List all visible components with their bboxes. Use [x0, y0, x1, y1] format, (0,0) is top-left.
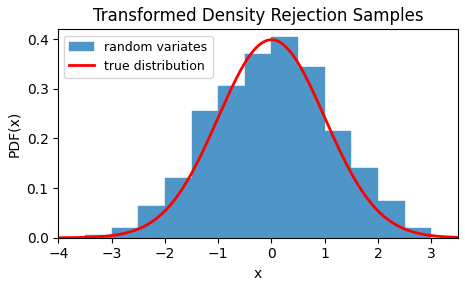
Bar — [138, 206, 165, 238]
Bar — [378, 200, 405, 238]
Bar — [85, 235, 112, 238]
Y-axis label: PDF(x): PDF(x) — [7, 110, 21, 157]
Bar — [325, 131, 352, 238]
Bar — [298, 67, 325, 238]
true distribution — [269, 38, 274, 41]
Bar — [112, 228, 138, 238]
Bar — [218, 86, 245, 238]
Bar — [405, 228, 432, 238]
Line: true distribution: true distribution — [58, 40, 458, 238]
Bar — [192, 111, 218, 238]
true distribution — [347, 169, 352, 172]
Bar — [352, 168, 378, 238]
true distribution — [455, 236, 461, 239]
true distribution — [186, 177, 191, 181]
Bar — [245, 54, 272, 238]
Legend: random variates, true distribution: random variates, true distribution — [65, 35, 213, 78]
true distribution — [345, 165, 351, 168]
Title: Transformed Density Rejection Samples: Transformed Density Rejection Samples — [93, 7, 424, 25]
true distribution — [214, 120, 219, 123]
X-axis label: x: x — [254, 267, 262, 281]
true distribution — [55, 236, 61, 239]
true distribution — [104, 234, 109, 238]
Bar — [165, 178, 192, 238]
Bar — [272, 37, 298, 238]
true distribution — [308, 85, 313, 88]
